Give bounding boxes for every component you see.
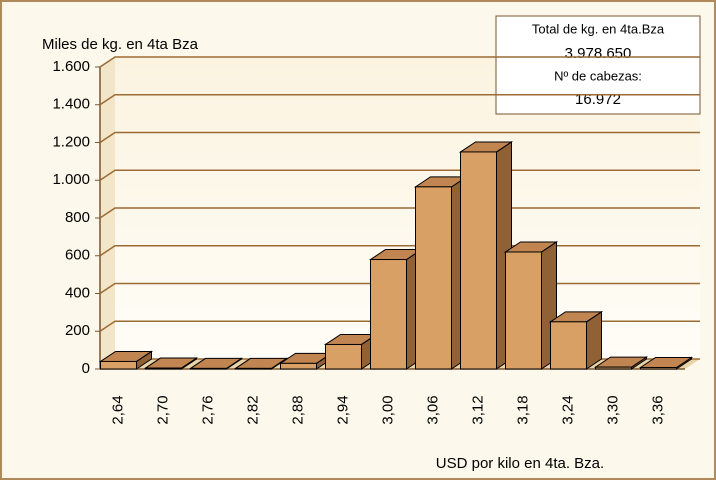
grid-line (99, 56, 700, 68)
bar (550, 321, 587, 370)
bar (595, 366, 632, 370)
x-tick-label: 3,06 (424, 395, 441, 424)
x-tick-label: 3,36 (649, 395, 666, 424)
bar (460, 151, 497, 370)
x-tick-label: 3,18 (514, 395, 531, 424)
x-tick-label: 3,12 (469, 395, 486, 424)
bar (370, 259, 407, 370)
y-tick-label: 1.000 (52, 171, 90, 188)
y-tick-label: 1.600 (52, 58, 90, 75)
y-tick-label: 800 (65, 209, 90, 226)
y-tick-label: 600 (65, 247, 90, 264)
x-tick-label: 2,76 (199, 395, 216, 424)
bar (190, 367, 227, 370)
x-axis-title: USD por kilo en 4ta. Bza. (436, 455, 604, 472)
x-tick-label: 2,88 (289, 395, 306, 424)
x-tick-label: 2,94 (334, 395, 351, 424)
annotation-text: Total de kg. en 4ta.Bza (532, 21, 665, 36)
y-tick-label: 400 (65, 284, 90, 301)
y-tick-label: 200 (65, 322, 90, 339)
bar (325, 343, 362, 370)
annotation-text: Nº de cabezas: (554, 68, 642, 83)
bar (235, 367, 272, 370)
grid-line (99, 94, 700, 106)
grid-line (99, 131, 700, 144)
y-axis-title: Miles de kg. en 4ta Bza (42, 36, 199, 53)
annotation-box (495, 15, 701, 115)
bar (640, 366, 677, 370)
annotation-text: 3.978.650 (565, 45, 632, 62)
x-tick-label: 3,00 (379, 395, 396, 424)
x-tick-label: 2,82 (244, 395, 261, 424)
x-tick-label: 3,30 (604, 395, 621, 424)
x-tick-label: 2,64 (109, 395, 126, 424)
x-tick-label: 2,70 (154, 395, 171, 424)
y-tick-label: 1.200 (52, 133, 90, 150)
bar (100, 360, 137, 370)
bar (145, 367, 182, 370)
bar (415, 186, 452, 370)
bar (280, 362, 317, 370)
y-tick-label: 1.400 (52, 96, 90, 113)
y-tick-label: 0 (82, 360, 90, 377)
bar (505, 251, 542, 370)
x-tick-label: 3,24 (559, 395, 576, 424)
annotation-text: 16.972 (575, 91, 621, 108)
